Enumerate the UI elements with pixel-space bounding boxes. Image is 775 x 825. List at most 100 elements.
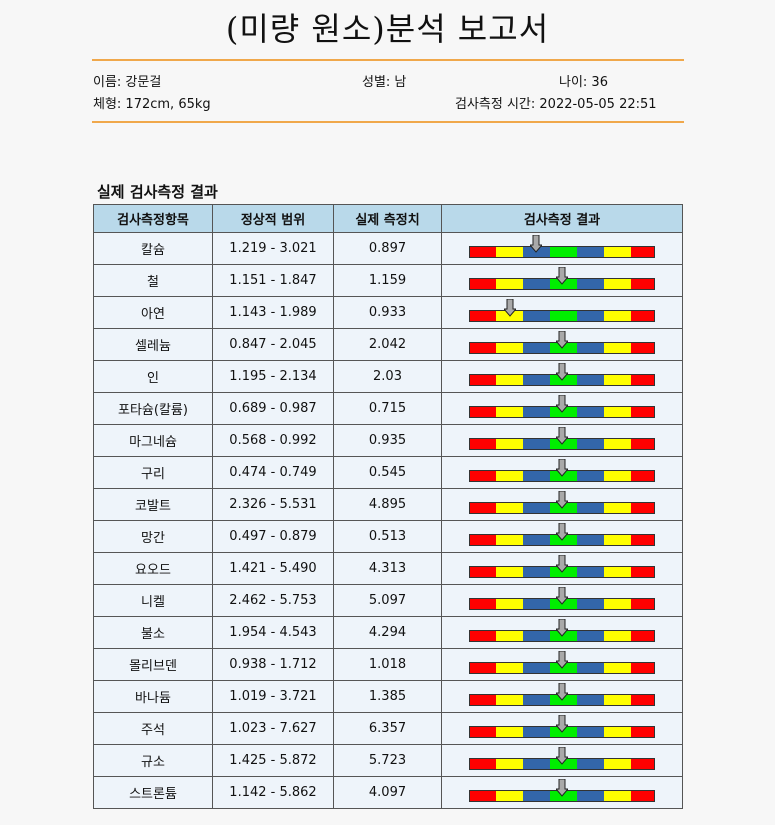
scale-segment-red bbox=[631, 790, 654, 801]
range-cell: 1.425 - 5.872 bbox=[212, 744, 334, 777]
scale-segment-blue bbox=[577, 502, 604, 513]
scale-segment-red bbox=[470, 310, 496, 321]
scale-segment-red bbox=[631, 470, 654, 481]
result-cell bbox=[441, 488, 683, 521]
down-arrow-marker-icon bbox=[556, 746, 568, 765]
range-cell: 2.462 - 5.753 bbox=[212, 584, 334, 617]
scale-segment-blue bbox=[523, 694, 550, 705]
result-scale-bar bbox=[469, 234, 655, 258]
table-body: 칼슘 1.219 - 3.021 0.897 철 1.151 - 1.847 1.159 아… bbox=[93, 232, 683, 809]
table-row: 니켈 2.462 - 5.753 5.097 bbox=[93, 584, 683, 617]
scale-segment-red bbox=[631, 598, 654, 609]
table-row: 규소 1.425 - 5.872 5.723 bbox=[93, 744, 683, 777]
value-cell: 5.723 bbox=[333, 744, 442, 777]
down-arrow-marker-icon bbox=[556, 330, 568, 349]
scale-segment-yellow bbox=[496, 374, 523, 385]
scale-segment-blue bbox=[577, 438, 604, 449]
item-cell: 바나듐 bbox=[93, 680, 213, 713]
scale-segment-blue bbox=[577, 374, 604, 385]
result-scale-bar bbox=[469, 362, 655, 386]
scale-segment-yellow bbox=[496, 790, 523, 801]
scale-segment-yellow bbox=[496, 598, 523, 609]
scale-segment-blue bbox=[523, 374, 550, 385]
scale-segment-red bbox=[631, 246, 654, 257]
scale-segment-red bbox=[470, 790, 496, 801]
scale-segment-yellow bbox=[604, 406, 631, 417]
scale-segment-blue bbox=[523, 342, 550, 353]
section-title: 실제 검사측정 결과 bbox=[97, 183, 218, 201]
scale-segment-red bbox=[631, 534, 654, 545]
scale-segment-red bbox=[470, 470, 496, 481]
scale-segment-blue bbox=[523, 662, 550, 673]
result-scale-bar bbox=[469, 714, 655, 738]
down-arrow-marker-icon bbox=[556, 618, 568, 637]
result-cell bbox=[441, 744, 683, 777]
down-arrow-marker-icon bbox=[556, 458, 568, 477]
down-arrow-marker-icon bbox=[556, 650, 568, 669]
scale-segment-yellow bbox=[496, 662, 523, 673]
value-cell: 4.895 bbox=[333, 488, 442, 521]
table-row: 인 1.195 - 2.134 2.03 bbox=[93, 360, 683, 393]
value-cell: 6.357 bbox=[333, 712, 442, 745]
result-scale-bar bbox=[469, 682, 655, 706]
scale-segment-red bbox=[470, 438, 496, 449]
scale-segment-green bbox=[550, 726, 577, 737]
patient-age: 나이: 36 bbox=[559, 75, 608, 90]
table-row: 스트론튬 1.142 - 5.862 4.097 bbox=[93, 776, 683, 809]
result-scale-bar bbox=[469, 586, 655, 610]
table-row: 철 1.151 - 1.847 1.159 bbox=[93, 264, 683, 297]
item-cell: 마그네슘 bbox=[93, 424, 213, 457]
table-row: 주석 1.023 - 7.627 6.357 bbox=[93, 712, 683, 745]
value-cell: 1.385 bbox=[333, 680, 442, 713]
table-row: 셀레늄 0.847 - 2.045 2.042 bbox=[93, 328, 683, 361]
scale-segment-blue bbox=[523, 438, 550, 449]
scale-segment-red bbox=[470, 694, 496, 705]
scale-segment-green bbox=[550, 438, 577, 449]
range-cell: 0.689 - 0.987 bbox=[212, 392, 334, 425]
scale-segment-yellow bbox=[496, 342, 523, 353]
down-arrow-marker-icon bbox=[556, 778, 568, 797]
item-cell: 니켈 bbox=[93, 584, 213, 617]
scale-segment-yellow bbox=[604, 598, 631, 609]
scale-segment-green bbox=[550, 470, 577, 481]
header-result: 검사측정 결과 bbox=[441, 204, 683, 233]
header-value: 실제 측정치 bbox=[333, 204, 442, 233]
value-cell: 0.935 bbox=[333, 424, 442, 457]
scale-segment-red bbox=[470, 278, 496, 289]
table-row: 마그네슘 0.568 - 0.992 0.935 bbox=[93, 424, 683, 457]
scale-segment-red bbox=[631, 502, 654, 513]
item-cell: 철 bbox=[93, 264, 213, 297]
scale-segment-blue bbox=[577, 342, 604, 353]
scale-segment-red bbox=[631, 758, 654, 769]
item-cell: 인 bbox=[93, 360, 213, 393]
scale-segment-blue bbox=[577, 470, 604, 481]
table-row: 불소 1.954 - 4.543 4.294 bbox=[93, 616, 683, 649]
result-scale-bar bbox=[469, 522, 655, 546]
table-row: 포타슘(칼륨) 0.689 - 0.987 0.715 bbox=[93, 392, 683, 425]
bottom-rule bbox=[92, 121, 684, 123]
scale-segment-blue bbox=[577, 694, 604, 705]
range-cell: 1.151 - 1.847 bbox=[212, 264, 334, 297]
result-scale-bar bbox=[469, 458, 655, 482]
scale-segment-yellow bbox=[604, 662, 631, 673]
scale-segment-red bbox=[470, 630, 496, 641]
down-arrow-marker-icon bbox=[556, 362, 568, 381]
item-cell: 아연 bbox=[93, 296, 213, 329]
value-cell: 0.545 bbox=[333, 456, 442, 489]
scale-segment-yellow bbox=[604, 534, 631, 545]
scale-segment-yellow bbox=[496, 566, 523, 577]
down-arrow-marker-icon bbox=[556, 426, 568, 445]
scale-segment-blue bbox=[577, 598, 604, 609]
scale-segment-green bbox=[550, 246, 577, 257]
scale-segment-yellow bbox=[496, 406, 523, 417]
table-row: 구리 0.474 - 0.749 0.545 bbox=[93, 456, 683, 489]
table-row: 망간 0.497 - 0.879 0.513 bbox=[93, 520, 683, 553]
range-cell: 1.142 - 5.862 bbox=[212, 776, 334, 809]
result-cell bbox=[441, 232, 683, 265]
item-cell: 포타슘(칼륨) bbox=[93, 392, 213, 425]
scale-segment-yellow bbox=[496, 438, 523, 449]
scale-segment-green bbox=[550, 694, 577, 705]
item-cell: 코발트 bbox=[93, 488, 213, 521]
scale-segment-blue bbox=[577, 630, 604, 641]
table-row: 아연 1.143 - 1.989 0.933 bbox=[93, 296, 683, 329]
